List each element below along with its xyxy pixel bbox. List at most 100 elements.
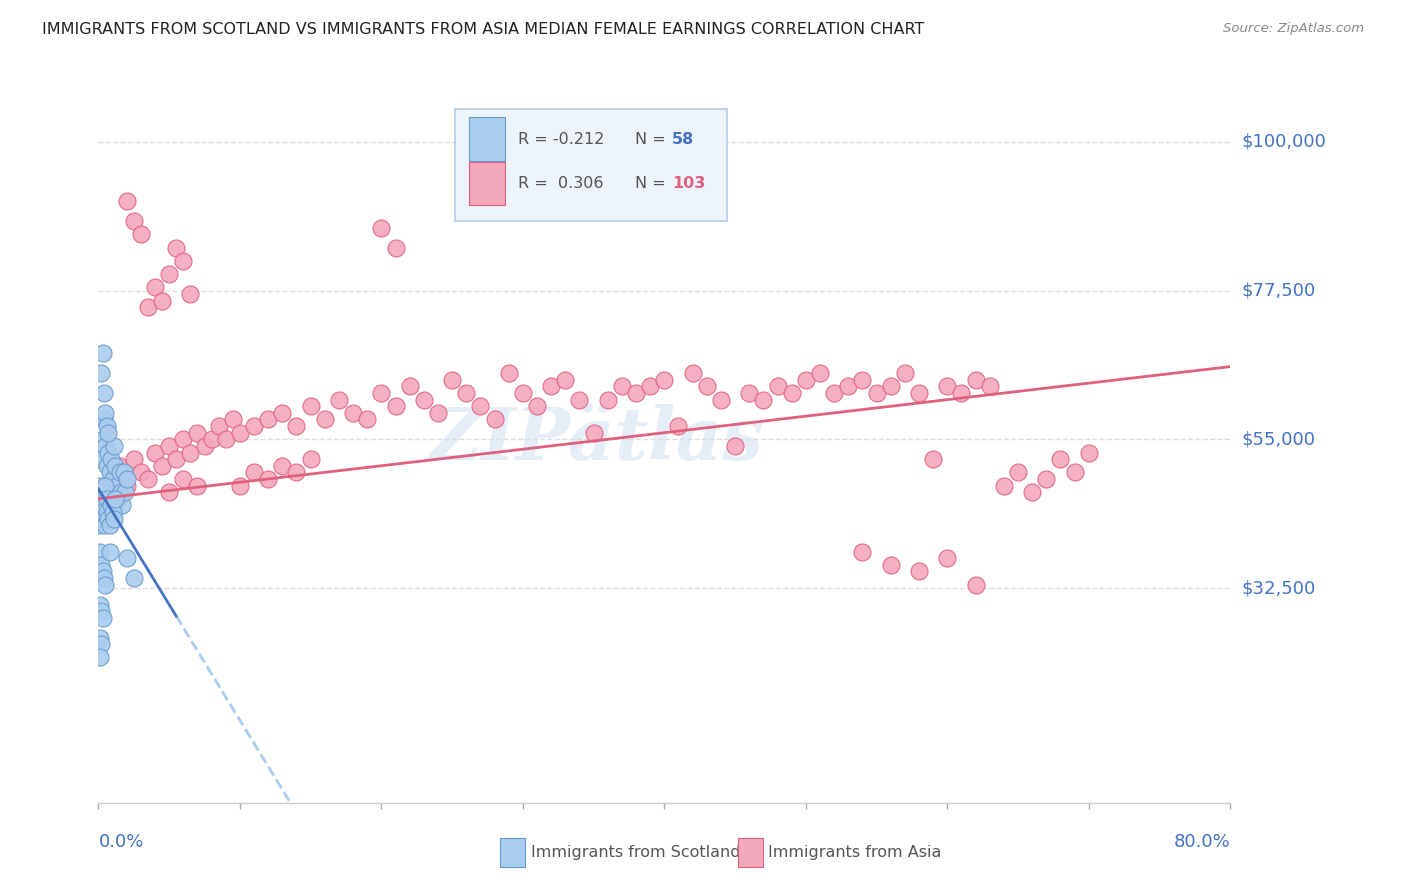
Point [122,214,145,228]
Point [90,452,112,467]
Point [696,379,718,393]
Point [540,379,562,393]
Point [94,485,117,500]
Point [98,466,121,480]
Point [229,425,252,440]
Point [122,452,145,467]
Point [157,485,180,500]
Point [299,399,322,413]
Point [107,491,129,506]
Point [103,511,125,525]
Point [738,386,761,401]
Point [243,419,266,434]
Point [91,346,114,360]
Point [115,551,138,566]
Point [993,478,1015,492]
Point [370,386,392,401]
Point [94,439,117,453]
Point [108,466,131,480]
Point [851,373,873,387]
Point [143,445,166,459]
Point [412,392,434,407]
Point [1035,472,1057,486]
Text: IMMIGRANTS FROM SCOTLAND VS IMMIGRANTS FROM ASIA MEDIAN FEMALE EARNINGS CORRELAT: IMMIGRANTS FROM SCOTLAND VS IMMIGRANTS F… [42,22,925,37]
Point [554,373,576,387]
Text: Immigrants from Scotland: Immigrants from Scotland [531,845,741,860]
Point [880,558,903,572]
Point [89,478,111,492]
Point [90,366,112,380]
Point [150,458,173,473]
Point [342,406,364,420]
Point [91,611,114,625]
Point [172,253,194,268]
Point [157,439,180,453]
Point [136,300,159,314]
Point [112,466,135,480]
Point [257,412,280,426]
Point [271,406,294,420]
Point [93,571,115,585]
Point [652,373,676,387]
Text: Source: ZipAtlas.com: Source: ZipAtlas.com [1223,22,1364,36]
Point [89,631,111,645]
Point [808,366,831,380]
Point [922,452,945,467]
Point [780,386,803,401]
Point [91,432,114,446]
Text: 58: 58 [672,131,695,146]
Point [172,432,194,446]
Point [100,452,122,467]
Text: 80.0%: 80.0% [1174,833,1230,851]
Bar [468,161,505,205]
Point [837,379,859,393]
Point [624,386,647,401]
Point [201,432,224,446]
Text: $100,000: $100,000 [1241,133,1326,151]
Point [91,505,114,519]
Point [115,472,138,486]
Point [90,485,112,500]
Point [710,392,733,407]
Point [285,419,308,434]
Point [165,241,187,255]
Point [114,485,136,500]
Point [1007,466,1029,480]
Point [89,650,111,665]
Point [93,499,115,513]
Point [208,419,231,434]
Point [936,551,959,566]
Point [94,478,117,492]
Point [186,425,208,440]
Point [129,466,152,480]
Point [823,386,845,401]
Point [91,565,114,579]
Point [865,386,887,401]
Point [104,458,127,473]
Point [101,472,124,486]
Point [752,392,775,407]
Point [93,412,115,426]
Point [100,499,122,513]
Point [115,194,138,209]
Point [179,286,201,301]
Point [484,412,506,426]
Text: $77,500: $77,500 [1241,282,1316,300]
Point [526,399,548,413]
Text: R = -0.212: R = -0.212 [519,131,605,146]
Bar [501,838,524,867]
Point [215,432,238,446]
Point [908,565,931,579]
Point [243,466,266,480]
Point [271,458,294,473]
Point [851,544,873,558]
Point [908,386,931,401]
Point [90,511,112,525]
Point [93,511,115,525]
Point [950,386,973,401]
Point [98,544,121,558]
Point [93,386,115,401]
Point [512,386,534,401]
Point [1021,485,1043,500]
Point [115,478,138,492]
